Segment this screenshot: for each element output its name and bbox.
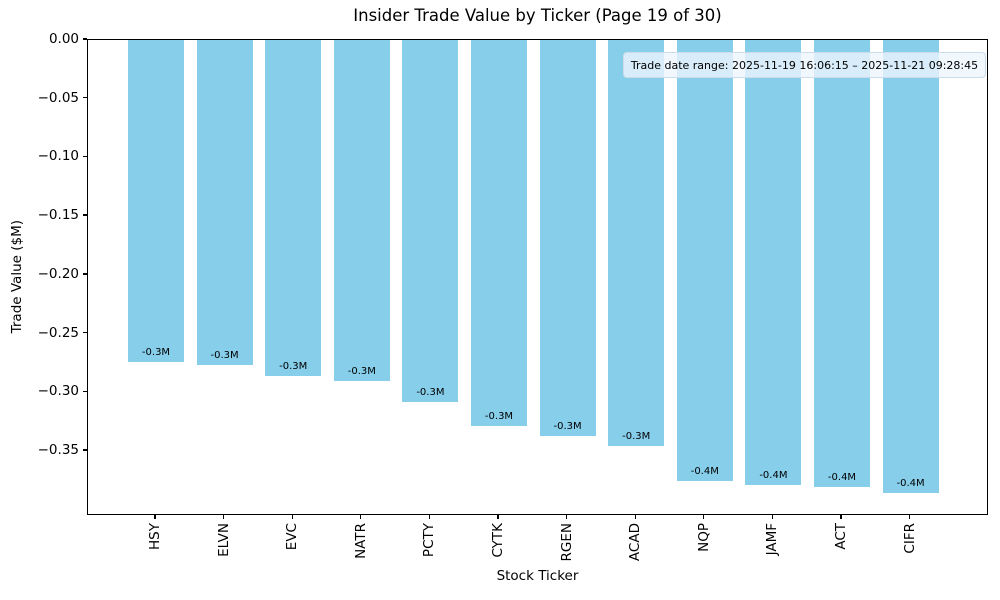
y-tick-label: −0.10	[37, 148, 79, 165]
bar	[539, 40, 596, 436]
x-tick-label: NATR	[352, 523, 369, 559]
x-tick-mark	[497, 515, 499, 519]
bar	[471, 40, 527, 427]
x-tick-label: RGEN	[558, 523, 575, 562]
y-tick-mark	[83, 390, 87, 392]
x-tick-label: CYTK	[490, 523, 506, 558]
x-tick-mark	[428, 515, 431, 519]
x-tick-mark	[771, 515, 774, 519]
y-tick-label: 0.00	[48, 31, 79, 47]
bar	[196, 40, 253, 366]
y-tick-mark	[83, 331, 87, 334]
x-tick-label: HSY	[147, 523, 163, 550]
annotation-text: Trade date range: 2025-11-19 16:06:15 – …	[630, 58, 979, 72]
bar-value-label: -0.4M	[896, 478, 925, 490]
y-tick-mark	[83, 155, 87, 158]
bar	[128, 40, 184, 362]
annotation-box: Trade date range: 2025-11-19 16:06:15 – …	[623, 52, 986, 78]
bar-value-label: -0.3M	[622, 431, 651, 443]
bar-value-label: -0.3M	[553, 420, 582, 432]
bar-value-label: -0.4M	[690, 466, 719, 478]
bar	[265, 40, 322, 376]
bar-value-label: -0.4M	[827, 472, 857, 484]
x-tick-mark	[360, 515, 362, 519]
x-tick-label: CIFR	[901, 523, 918, 554]
bar	[745, 40, 802, 485]
y-tick-label: −0.35	[37, 441, 79, 458]
x-tick-mark	[154, 515, 156, 519]
y-tick-mark	[83, 38, 87, 40]
x-tick-mark	[291, 515, 293, 519]
bar-value-label: -0.4M	[759, 470, 788, 481]
x-tick-mark	[565, 515, 568, 519]
bar	[608, 40, 665, 447]
bar	[402, 40, 459, 402]
x-tick-label: NQP	[695, 523, 712, 552]
x-tick-label: EVC	[284, 523, 301, 551]
x-tick-label: ELVN	[215, 523, 232, 557]
bar-value-label: -0.3M	[416, 386, 445, 398]
y-tick-label: −0.30	[37, 383, 79, 400]
y-tick-mark	[83, 214, 87, 216]
bar	[676, 40, 733, 482]
x-tick-label: ACT	[833, 523, 849, 550]
y-tick-mark	[83, 97, 87, 99]
x-tick-mark	[222, 515, 225, 519]
x-tick-mark	[634, 515, 636, 519]
chart-title: Insider Trade Value by Ticker (Page 19 o…	[353, 6, 722, 25]
y-tick-label: −0.15	[37, 207, 79, 224]
bar-value-label: -0.3M	[279, 360, 308, 372]
y-tick-label: −0.25	[37, 324, 79, 341]
y-tick-label: −0.20	[37, 265, 79, 282]
x-axis-label: Stock Ticker	[496, 568, 579, 584]
x-tick-mark	[840, 515, 842, 519]
bar	[814, 40, 870, 488]
bar-value-label: -0.3M	[484, 411, 514, 423]
plot-area: -0.3M -0.3M -0.3M -0.3M -0.3M -0.3M -0.3M -0.3M…	[87, 39, 988, 515]
bar	[333, 40, 390, 381]
x-tick-mark	[908, 515, 911, 519]
bar-value-label: -0.3M	[141, 346, 171, 358]
bar-value-label: -0.3M	[210, 350, 239, 362]
bar-value-label: -0.3M	[347, 365, 376, 377]
x-tick-label: JAMF	[764, 523, 781, 556]
x-tick-label: ACAD	[627, 523, 644, 562]
x-tick-mark	[703, 515, 705, 519]
y-tick-mark	[83, 273, 87, 275]
bar	[882, 40, 939, 494]
y-tick-label: −0.05	[37, 89, 79, 106]
x-tick-label: PCTY	[421, 523, 438, 558]
y-tick-mark	[83, 449, 87, 451]
